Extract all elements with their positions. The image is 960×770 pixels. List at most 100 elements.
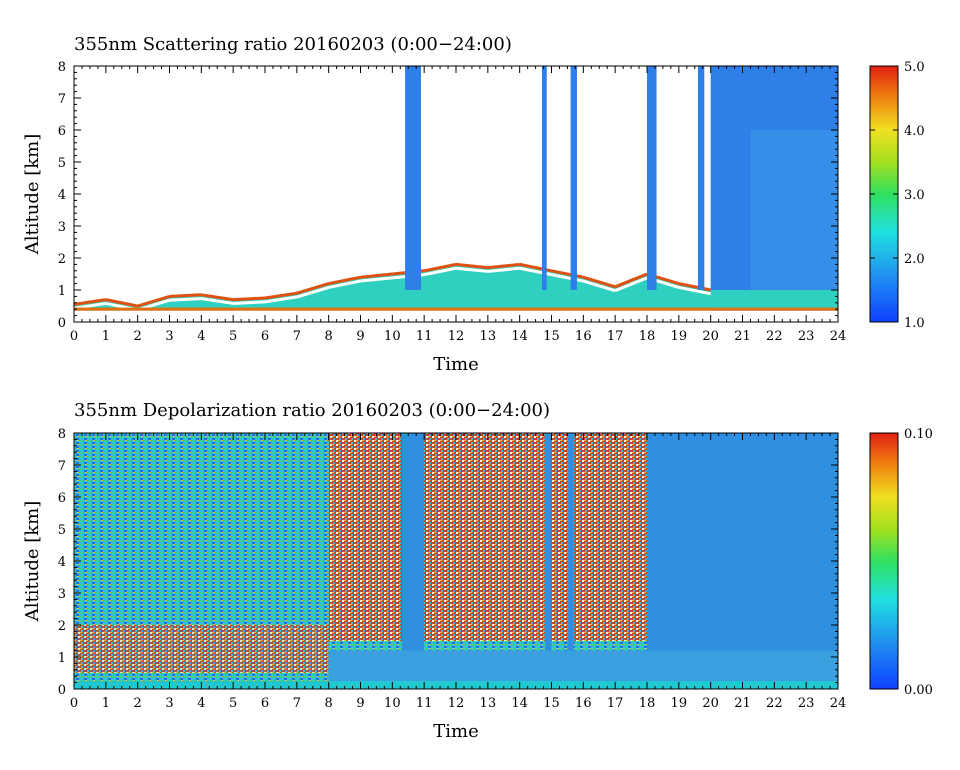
plot2-heatmap xyxy=(74,433,838,689)
aerosol-layer-core xyxy=(582,279,616,293)
x-tick-label: 2 xyxy=(134,329,142,344)
colorbar-tick-label: 0.10 xyxy=(904,427,933,442)
high-depol-region xyxy=(328,433,647,641)
plot1-xlabel: Time xyxy=(433,354,478,375)
x-tick-label: 17 xyxy=(607,696,624,711)
cloud-column xyxy=(697,66,705,290)
aerosol-layer-edge xyxy=(137,294,170,308)
x-tick-label: 4 xyxy=(197,329,205,344)
aerosol-layer-edge xyxy=(264,291,298,300)
colorbar-tick-label: 5.0 xyxy=(904,60,925,75)
x-tick-label: 19 xyxy=(671,329,688,344)
x-tick-label: 10 xyxy=(384,696,401,711)
aerosol-layer-core xyxy=(233,300,266,305)
x-tick-label: 16 xyxy=(575,329,592,344)
x-tick-label: 20 xyxy=(702,696,719,711)
colorbar-tick-label: 2.0 xyxy=(904,252,925,267)
x-tick-label: 9 xyxy=(356,696,364,711)
y-tick-label: 5 xyxy=(58,523,66,538)
cloud-column xyxy=(647,66,657,290)
x-tick-label: 18 xyxy=(639,329,656,344)
y-tick-label: 7 xyxy=(58,92,66,107)
colorbar-tick-label: 4.0 xyxy=(904,124,925,139)
aerosol-layer-edge xyxy=(296,282,330,295)
x-tick-label: 8 xyxy=(325,329,333,344)
x-tick-label: 2 xyxy=(134,696,142,711)
aerosol-layer-core xyxy=(423,266,457,277)
aerosol-layer-core xyxy=(73,301,107,310)
y-tick-label: 1 xyxy=(58,284,66,299)
clear-region-shade xyxy=(750,130,838,290)
aerosol-layer-edge xyxy=(678,282,711,292)
x-tick-label: 23 xyxy=(798,696,815,711)
x-tick-label: 7 xyxy=(293,329,301,344)
x-tick-label: 21 xyxy=(734,696,751,711)
colorbar-tick-label: 3.0 xyxy=(904,188,925,203)
aerosol-layer-edge xyxy=(360,272,393,279)
aerosol-layer-core xyxy=(264,295,298,304)
aerosol-layer-core xyxy=(487,266,520,273)
y-tick-label: 7 xyxy=(58,459,66,474)
plot2-x-axis: 0 1 2 3 4 5 6 7 8 9 10 11 12 13 14 15 16 17 18 19 20 21 22 23 24 xyxy=(70,433,846,711)
panel2-title: 355nm Depolarization ratio 20160203 (0:0… xyxy=(74,400,550,421)
low-depol-base xyxy=(328,650,838,683)
aerosol-layer-edge xyxy=(423,262,457,273)
y-tick-label: 5 xyxy=(58,156,66,171)
x-tick-label: 17 xyxy=(607,329,624,344)
x-tick-label: 23 xyxy=(798,329,815,344)
x-tick-label: 12 xyxy=(448,696,465,711)
x-tick-label: 9 xyxy=(356,329,364,344)
y-tick-label: 3 xyxy=(58,587,66,602)
x-tick-label: 13 xyxy=(480,329,497,344)
x-tick-label: 3 xyxy=(165,696,173,711)
aerosol-layer-core xyxy=(296,286,330,299)
y-tick-label: 4 xyxy=(58,188,66,203)
y-tick-label: 6 xyxy=(58,491,66,506)
x-tick-label: 5 xyxy=(229,696,237,711)
cloud-column xyxy=(405,66,421,290)
y-tick-label: 6 xyxy=(58,124,66,139)
aerosol-layer-edge xyxy=(487,262,520,270)
cloud-column xyxy=(570,66,577,290)
aerosol-layer-core xyxy=(328,279,361,289)
panel-scattering-ratio: 355nm Scattering ratio 20160203 (0:00−24… xyxy=(22,34,925,375)
y-tick-label: 2 xyxy=(58,252,66,267)
x-tick-label: 21 xyxy=(734,329,751,344)
panel-depolarization-ratio: 355nm Depolarization ratio 20160203 (0:0… xyxy=(22,400,933,742)
y-tick-label: 8 xyxy=(58,60,66,75)
x-tick-label: 20 xyxy=(702,329,719,344)
x-tick-label: 14 xyxy=(511,329,528,344)
x-tick-label: 1 xyxy=(102,329,110,344)
x-tick-label: 13 xyxy=(480,696,497,711)
x-tick-label: 24 xyxy=(830,329,847,344)
x-tick-label: 15 xyxy=(543,696,560,711)
aerosol-layer-edge xyxy=(105,298,138,308)
aerosol-layer-edge xyxy=(455,262,488,270)
plot2-colorbar-ticks: 0.00 0.10 xyxy=(870,427,933,698)
aerosol-layer-edge xyxy=(73,298,107,306)
aerosol-layer-core xyxy=(169,297,202,302)
aerosol-layer-edge xyxy=(201,293,234,302)
plot1-ylabel: Altitude [km] xyxy=(22,134,43,256)
ground-layer xyxy=(74,307,838,311)
low-depol-region xyxy=(647,433,838,689)
x-tick-label: 22 xyxy=(766,696,783,711)
x-tick-label: 4 xyxy=(197,696,205,711)
plot2-y-axis: 0 1 2 3 4 5 6 7 8 xyxy=(58,427,838,698)
aerosol-layer-edge xyxy=(551,269,584,279)
x-tick-label: 24 xyxy=(830,696,847,711)
y-tick-label: 2 xyxy=(58,619,66,634)
plot2-colorbar xyxy=(869,432,899,690)
x-tick-label: 1 xyxy=(102,696,110,711)
panel1-title: 355nm Scattering ratio 20160203 (0:00−24… xyxy=(74,34,512,55)
high-depol-low-layer xyxy=(74,625,329,673)
x-tick-label: 6 xyxy=(261,329,269,344)
plot1-x-axis: 0 1 2 3 4 5 6 7 8 9 10 11 12 13 14 15 16 17 18 19 20 21 22 23 24 xyxy=(70,66,846,344)
x-tick-label: 12 xyxy=(448,329,465,344)
y-tick-label: 0 xyxy=(58,683,66,698)
aerosol-layer-edge xyxy=(614,272,648,289)
x-tick-label: 18 xyxy=(639,696,656,711)
aerosol-layer-core xyxy=(678,285,711,296)
aerosol-layer-edge xyxy=(169,293,202,298)
aerosol-layer-core xyxy=(455,266,488,273)
